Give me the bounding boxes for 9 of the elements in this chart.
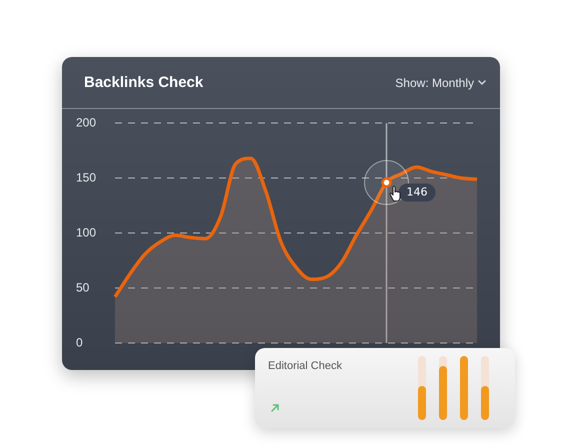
y-tick-label: 100 xyxy=(76,225,96,240)
data-label: 146 xyxy=(406,185,428,198)
y-tick-label: 150 xyxy=(76,170,96,184)
chart-title: Backlinks Check xyxy=(84,74,204,91)
y-tick-label: 50 xyxy=(76,280,90,294)
y-tick-label: 0 xyxy=(76,335,83,350)
text: Editorial Check xyxy=(268,360,342,372)
text: Show: Monthly xyxy=(395,76,474,90)
y-tick-label: 200 xyxy=(76,116,96,130)
